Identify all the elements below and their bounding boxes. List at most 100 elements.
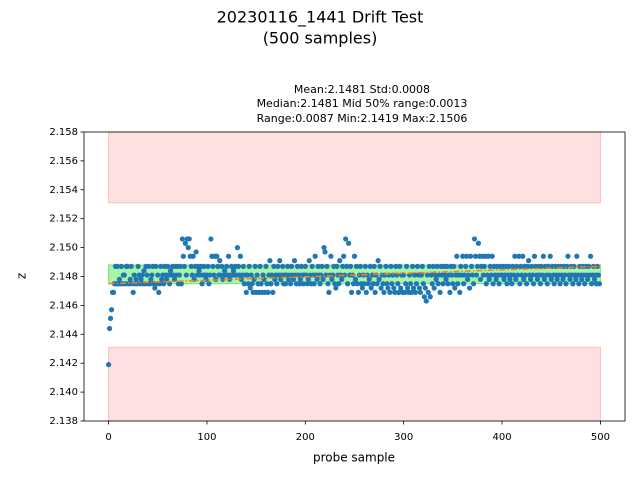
point [525, 263, 531, 269]
point [501, 276, 507, 282]
chart-title: (500 samples) [263, 29, 378, 48]
point [574, 253, 580, 259]
trend-line [108, 265, 601, 285]
point [146, 263, 152, 269]
point [477, 276, 484, 282]
point [573, 276, 579, 282]
point [246, 263, 252, 269]
point [455, 281, 461, 287]
point [248, 272, 254, 278]
point [372, 289, 378, 295]
point [238, 276, 244, 282]
x-tick-label: 200 [296, 432, 315, 443]
point [377, 263, 383, 269]
point [423, 298, 429, 304]
point [156, 289, 162, 295]
point [557, 281, 563, 287]
limit-band [108, 131, 601, 204]
point [442, 272, 448, 278]
point [376, 276, 382, 282]
point [414, 263, 421, 269]
point [306, 258, 312, 264]
point [531, 253, 538, 259]
point [489, 253, 495, 259]
point [430, 263, 436, 269]
point [135, 263, 141, 269]
point [395, 281, 401, 287]
point [431, 285, 437, 291]
point [496, 281, 502, 287]
point [116, 276, 123, 282]
point [107, 315, 114, 322]
point [249, 281, 255, 287]
point [361, 281, 367, 287]
point [141, 268, 147, 274]
point [228, 263, 235, 269]
point [474, 263, 481, 269]
point [548, 276, 554, 282]
point [571, 263, 577, 269]
point [539, 272, 545, 278]
point [199, 281, 205, 287]
point [526, 258, 532, 264]
point [148, 276, 154, 282]
point [416, 285, 423, 291]
point [265, 289, 271, 295]
point [461, 281, 467, 287]
point [217, 258, 223, 264]
point [485, 253, 491, 259]
point [424, 272, 430, 278]
point [110, 289, 117, 295]
point [366, 276, 372, 282]
point [305, 276, 311, 282]
point [345, 281, 351, 287]
point [563, 281, 569, 287]
point [419, 263, 425, 269]
point [179, 236, 185, 242]
point [290, 276, 297, 282]
point [189, 272, 195, 278]
y-tick-label: 2.154 [49, 185, 78, 196]
point [512, 253, 518, 259]
point [570, 281, 576, 287]
point [420, 281, 426, 287]
point [490, 281, 496, 287]
point [210, 263, 216, 269]
point [254, 272, 260, 278]
point [504, 281, 510, 287]
point [465, 276, 471, 282]
point [513, 276, 519, 282]
point [138, 276, 144, 282]
point [488, 272, 494, 278]
point [435, 281, 441, 287]
point [260, 272, 266, 278]
point [304, 281, 310, 287]
point [339, 276, 345, 282]
point [296, 281, 303, 287]
stats-annotation: Median:2.1481 Mid 50% range:0.0013 [257, 97, 468, 110]
point [128, 263, 134, 269]
point [354, 281, 361, 287]
point [466, 272, 472, 278]
point [398, 285, 404, 291]
point [222, 268, 228, 274]
point [235, 263, 242, 269]
point [514, 263, 520, 269]
point [183, 272, 189, 278]
point [351, 253, 358, 259]
point [493, 276, 499, 282]
point [411, 272, 418, 278]
point [225, 253, 232, 259]
point [208, 236, 214, 242]
point [258, 281, 264, 287]
point [171, 276, 178, 282]
point [300, 281, 306, 287]
point [186, 236, 192, 242]
point [267, 258, 273, 264]
point [234, 245, 241, 251]
point [371, 263, 377, 269]
point [243, 289, 249, 295]
point [432, 272, 438, 278]
point [114, 263, 121, 269]
point [298, 263, 304, 269]
